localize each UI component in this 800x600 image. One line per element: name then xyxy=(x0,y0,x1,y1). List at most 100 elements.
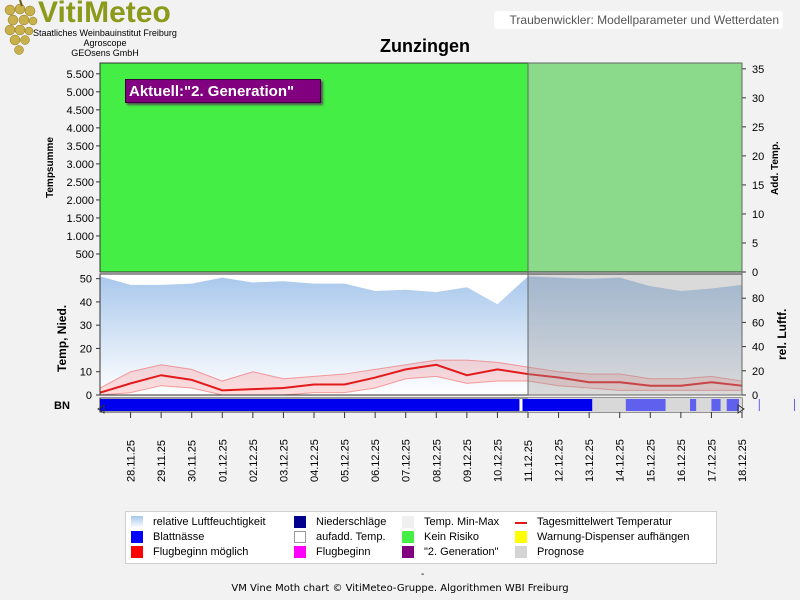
legend-label: relative Luftfeuchtigkeit xyxy=(153,516,266,528)
footer-copyright: VM Vine Moth chart © VitiMeteo-Gruppe. A… xyxy=(231,583,569,594)
forecast-frame xyxy=(527,62,743,396)
series-relative-luftfeuchtigkeit xyxy=(100,276,742,395)
x-tick-label: 16.12.25 xyxy=(676,439,688,482)
legend-swatch xyxy=(402,516,414,528)
right-tick-label: 25 xyxy=(752,122,764,134)
scroll-left-arrow-icon xyxy=(97,404,105,414)
right-tick-label: 80 xyxy=(752,293,764,305)
right-tick-label: 35 xyxy=(752,64,764,76)
x-tick-label: 30.11.25 xyxy=(187,440,199,482)
page-subtitle-text: Traubenwickler: Modellparameter und Wett… xyxy=(509,13,779,27)
right-tick-label: 30 xyxy=(752,93,764,105)
legend-swatch xyxy=(294,531,306,543)
x-tick-label: 06.12.25 xyxy=(370,439,382,482)
legend-label: Warnung-Dispenser aufhängen xyxy=(537,531,690,543)
x-tick-label: 10.12.25 xyxy=(492,439,504,482)
x-tick-label: 09.12.25 xyxy=(462,439,474,482)
left-tick-label: 5.500 xyxy=(66,69,94,81)
logo-title: VitiMeteo xyxy=(38,0,171,29)
bn-blattnaesse-block xyxy=(100,399,520,411)
x-tick-label: 02.12.25 xyxy=(248,439,260,482)
legend-swatch xyxy=(515,522,527,524)
legend-swatch xyxy=(515,531,527,543)
left-tick-label: 500 xyxy=(76,249,94,261)
x-tick-label: 14.12.25 xyxy=(615,439,627,482)
left-tick-label: 50 xyxy=(80,274,92,286)
legend-label: "2. Generation" xyxy=(424,546,499,558)
legend-swatch xyxy=(402,531,414,543)
left-tick-label: 20 xyxy=(80,343,92,355)
legend-label: Temp. Min-Max xyxy=(424,516,500,528)
legend-label: Kein Risiko xyxy=(424,531,480,543)
left-tick-label: 2.000 xyxy=(66,195,94,207)
chart-canvas: 5.500 5.000 4.500 4.000 3.500 3.000 2.500 2.000… xyxy=(45,62,795,482)
logo-sub-3: GEOsens GmbH xyxy=(71,48,139,58)
bn-blattnaesse-block xyxy=(711,399,721,411)
series-tagesmittelwert-temperatur xyxy=(99,363,743,394)
legend-label: Tagesmittelwert Temperatur xyxy=(537,516,672,528)
scroll-right-arrow-icon xyxy=(737,404,745,414)
bn-blattnaesse-block xyxy=(793,399,795,411)
legend-swatch xyxy=(294,546,306,558)
left-tick-label: 5.000 xyxy=(66,87,94,99)
legend: relative Luftfeuchtigkeit Niederschläge Te… xyxy=(125,511,717,564)
x-tick-label: 01.12.25 xyxy=(217,439,229,482)
left-tick-label: 40 xyxy=(80,297,92,309)
bn-blattnaesse-block xyxy=(625,399,666,411)
right-tick-label: 20 xyxy=(752,366,764,378)
chart-title: Zunzingen xyxy=(380,36,470,56)
legend-swatch xyxy=(294,516,306,528)
left-tick-label: 1.500 xyxy=(66,213,94,225)
right-tick-label: 60 xyxy=(752,317,764,329)
x-tick-label: 05.12.25 xyxy=(340,439,352,482)
bn-blattnaesse-block xyxy=(758,399,760,411)
current-status-badge: Aktuell:"2. Generation" xyxy=(125,79,321,103)
legend-swatch xyxy=(131,516,143,528)
right-tick-label: 10 xyxy=(752,209,764,221)
ylabel-rel-luftf: rel. Luftf. xyxy=(775,309,789,360)
page-subtitle: Traubenwickler: Modellparameter und Wett… xyxy=(494,11,783,29)
forecast-area-bottom xyxy=(528,274,742,395)
legend-swatch xyxy=(131,546,143,558)
legend-label: Blattnässe xyxy=(153,531,205,543)
bn-label: BN xyxy=(54,400,70,412)
ylabel-temp-nied: Temp, Nied. xyxy=(55,305,69,372)
right-tick-label: 5 xyxy=(752,238,758,250)
left-tick-label: 0 xyxy=(86,390,92,402)
bn-blattnaesse-block xyxy=(690,399,697,411)
x-tick-label: 03.12.25 xyxy=(278,439,290,482)
legend-label: aufadd. Temp. xyxy=(316,531,386,543)
bn-blattnaesse-block xyxy=(522,399,593,411)
forecast-area-top xyxy=(528,63,742,272)
right-tick-label: 0 xyxy=(752,390,758,402)
right-tick-label: 15 xyxy=(752,180,764,192)
legend-swatch xyxy=(131,531,143,543)
right-tick-label: 40 xyxy=(752,342,764,354)
bn-blattnaesse-block xyxy=(726,399,739,411)
legend-label: Flugbeginn möglich xyxy=(153,546,249,558)
grape-logo-icon xyxy=(4,0,38,55)
legend-swatch xyxy=(515,546,527,558)
x-tick-label: 08.12.25 xyxy=(431,439,443,482)
x-tick-label: 18.12.25 xyxy=(737,439,749,482)
left-tick-label: 30 xyxy=(80,320,92,332)
legend-label: Flugbeginn xyxy=(316,546,371,558)
x-tick-label: 29.11.25 xyxy=(156,440,168,482)
left-tick-label: 3.000 xyxy=(66,159,94,171)
x-tick-label: 07.12.25 xyxy=(401,439,413,482)
left-tick-label: 10 xyxy=(80,367,92,379)
x-tick-label: 28.11.25 xyxy=(126,440,138,482)
footer-dash: - xyxy=(421,569,425,580)
ylabel-tempsumme: Tempsumme xyxy=(45,137,56,198)
x-tick-label: 15.12.25 xyxy=(645,439,657,482)
logo-sub-1: Staatliches Weinbauinstitut Freiburg xyxy=(33,28,177,38)
legend-label: Niederschläge xyxy=(316,516,387,528)
left-tick-label: 2.500 xyxy=(66,177,94,189)
left-tick-label: 4.500 xyxy=(66,105,94,117)
logo-sub-2: Agroscope xyxy=(83,38,127,48)
left-tick-label: 4.000 xyxy=(66,123,94,135)
left-tick-label: 1.000 xyxy=(66,231,94,243)
right-tick-label: 20 xyxy=(752,151,764,163)
ylabel-add-temp: Add. Temp. xyxy=(770,141,781,195)
x-tick-label: 04.12.25 xyxy=(309,439,321,482)
